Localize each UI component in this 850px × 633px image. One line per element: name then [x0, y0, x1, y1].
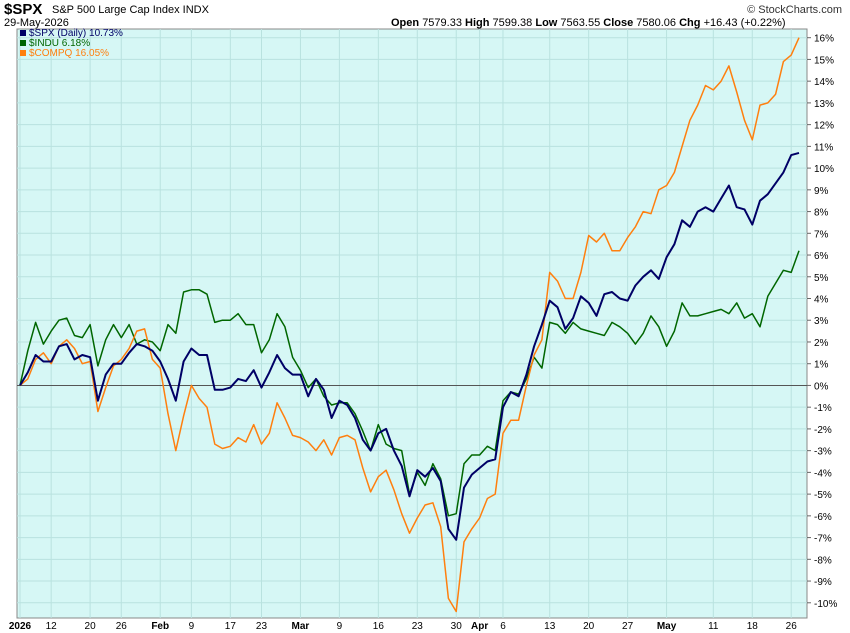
x-tick-label: 23: [412, 621, 424, 632]
ticker-symbol: $SPX: [4, 1, 43, 18]
x-tick-label: 20: [583, 621, 595, 632]
x-tick-label: Mar: [292, 621, 310, 632]
x-tick-label: 26: [116, 621, 128, 632]
series-line-spx: [19, 151, 800, 541]
y-tick-label: 13%: [814, 99, 834, 110]
y-tick-label: 5%: [814, 273, 829, 284]
y-tick-label: -5%: [814, 490, 832, 501]
x-tick-label: 11: [708, 621, 719, 632]
x-tick-label: 9: [189, 621, 195, 632]
chg-label: Chg: [679, 17, 701, 29]
x-tick-label: Apr: [471, 621, 488, 632]
legend-label-indu: $INDU 6.18%: [29, 38, 90, 49]
y-tick-label: 6%: [814, 251, 829, 262]
low-value: 7563.55: [560, 17, 601, 29]
y-tick-label: -3%: [814, 447, 832, 458]
stockcharts-credit[interactable]: © StockCharts.com: [747, 4, 842, 16]
y-tick-label: 12%: [814, 121, 834, 132]
x-tick-label: 6: [500, 621, 506, 632]
y-tick-label: 3%: [814, 316, 829, 327]
y-tick-label: 15%: [814, 55, 834, 66]
y-tick-label: -1%: [814, 403, 832, 414]
legend-label-spx: $SPX (Daily) 10.73%: [29, 28, 123, 39]
x-tick-label: 17: [225, 621, 237, 632]
x-tick-label: May: [657, 621, 677, 632]
x-tick-label: 13: [544, 621, 556, 632]
close-value: 7580.06: [636, 17, 677, 29]
x-tick-label: 23: [256, 621, 268, 632]
chg-value: +16.43 (+0.22%): [703, 17, 786, 29]
y-tick-label: 1%: [814, 360, 829, 371]
y-tick-label: -4%: [814, 468, 832, 479]
x-tick-label: Feb: [151, 621, 169, 632]
x-tick-label: 18: [747, 621, 759, 632]
low-label: Low: [535, 17, 558, 29]
y-tick-label: 11%: [814, 142, 833, 153]
y-tick-label: -10%: [814, 599, 837, 610]
x-tick-label: 20: [85, 621, 97, 632]
y-tick-label: 10%: [814, 164, 834, 175]
open-label: Open: [391, 17, 420, 29]
x-tick-label: 30: [451, 621, 463, 632]
ticker-description: S&P 500 Large Cap Index INDX: [52, 4, 209, 16]
x-tick-label: 9: [337, 621, 343, 632]
y-tick-label: 2%: [814, 338, 829, 349]
y-tick-label: -7%: [814, 534, 832, 545]
high-value: 7599.38: [492, 17, 533, 29]
y-tick-label: 14%: [814, 77, 834, 88]
y-tick-label: 4%: [814, 295, 829, 306]
y-tick-label: 16%: [814, 34, 834, 45]
y-tick-label: -8%: [814, 555, 832, 566]
legend-swatch-compq: [20, 50, 26, 56]
open-value: 7579.33: [422, 17, 462, 29]
x-tick-label: 2026: [9, 621, 32, 632]
legend-label-compq: $COMPQ 16.05%: [29, 48, 109, 59]
plot-area: [16, 28, 808, 619]
x-tick-label: 26: [786, 621, 798, 632]
x-tick-label: 12: [46, 621, 58, 632]
x-tick-label: 27: [622, 621, 634, 632]
legend-swatch-indu: [20, 40, 26, 46]
x-tick-label: 16: [373, 621, 385, 632]
y-tick-label: 9%: [814, 186, 829, 197]
y-tick-label: 0%: [814, 381, 829, 392]
high-label: High: [465, 17, 490, 29]
y-tick-label: -6%: [814, 512, 832, 523]
y-tick-label: 7%: [814, 229, 829, 240]
chart-date: 29-May-2026: [4, 17, 69, 29]
y-tick-label: -2%: [814, 425, 832, 436]
ohlc-readout: Open 7579.33 High 7599.38 Low 7563.55 Cl…: [391, 17, 786, 29]
close-label: Close: [603, 17, 634, 29]
legend-swatch-spx: [20, 30, 26, 36]
y-tick-label: 8%: [814, 208, 829, 219]
y-tick-label: -9%: [814, 577, 832, 588]
